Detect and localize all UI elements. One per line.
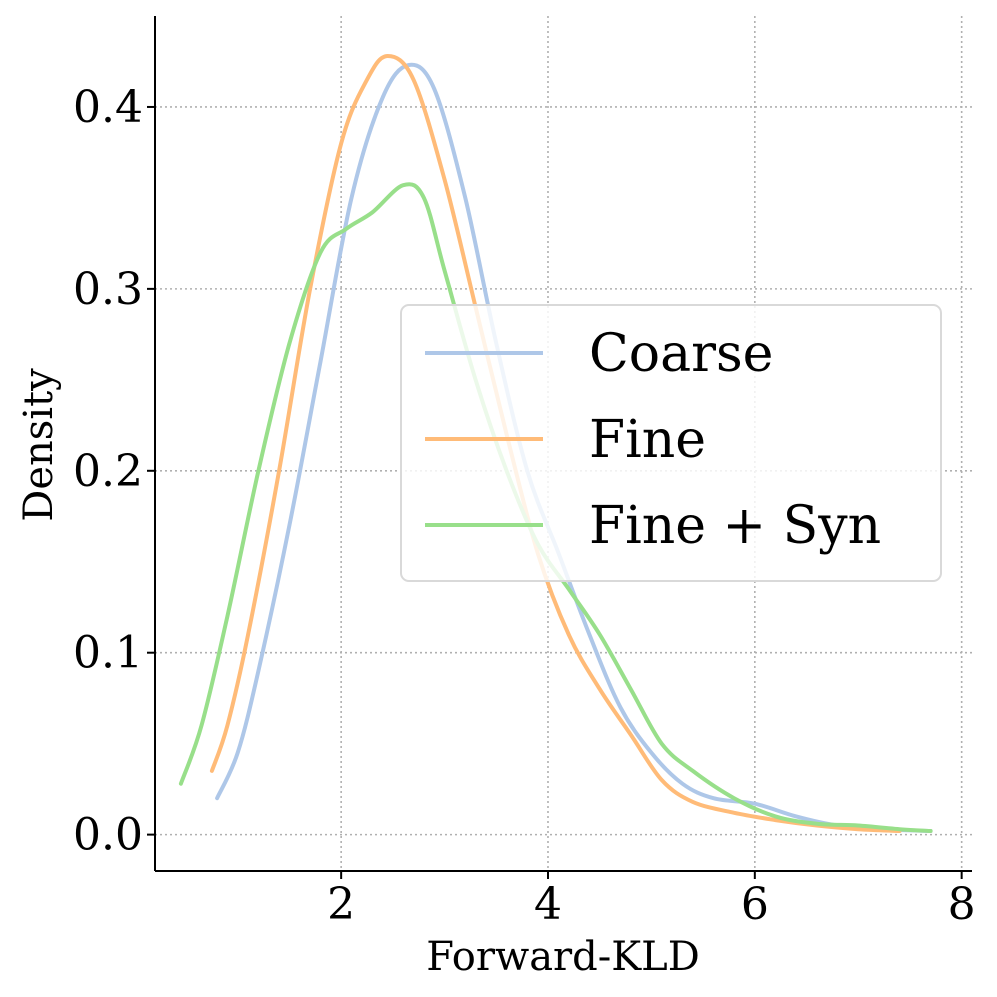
legend: Coarse Fine Fine + Syn: [400, 304, 942, 582]
y-axis-label: Density: [16, 368, 62, 522]
legend-label-fine-syn: Fine + Syn: [589, 496, 881, 556]
y-tick-label: 0.0: [73, 810, 143, 861]
y-tick-label: 0.2: [73, 446, 143, 497]
x-tick-label: 8: [948, 879, 976, 930]
x-ticks: 2 4 6 8: [327, 871, 976, 930]
y-tick-label: 0.1: [73, 628, 143, 679]
axes: [154, 16, 972, 872]
x-axis-label: Forward-KLD: [426, 934, 700, 980]
y-ticks: 0.0 0.1 0.2 0.3 0.4: [73, 82, 155, 861]
y-tick-label: 0.4: [73, 82, 143, 133]
x-tick-label: 2: [327, 879, 355, 930]
x-tick-label: 4: [534, 879, 562, 930]
legend-label-coarse: Coarse: [589, 324, 773, 384]
x-tick-label: 6: [741, 879, 769, 930]
y-tick-label: 0.3: [73, 264, 143, 315]
legend-label-fine: Fine: [589, 410, 706, 470]
legend-box: [400, 304, 942, 582]
